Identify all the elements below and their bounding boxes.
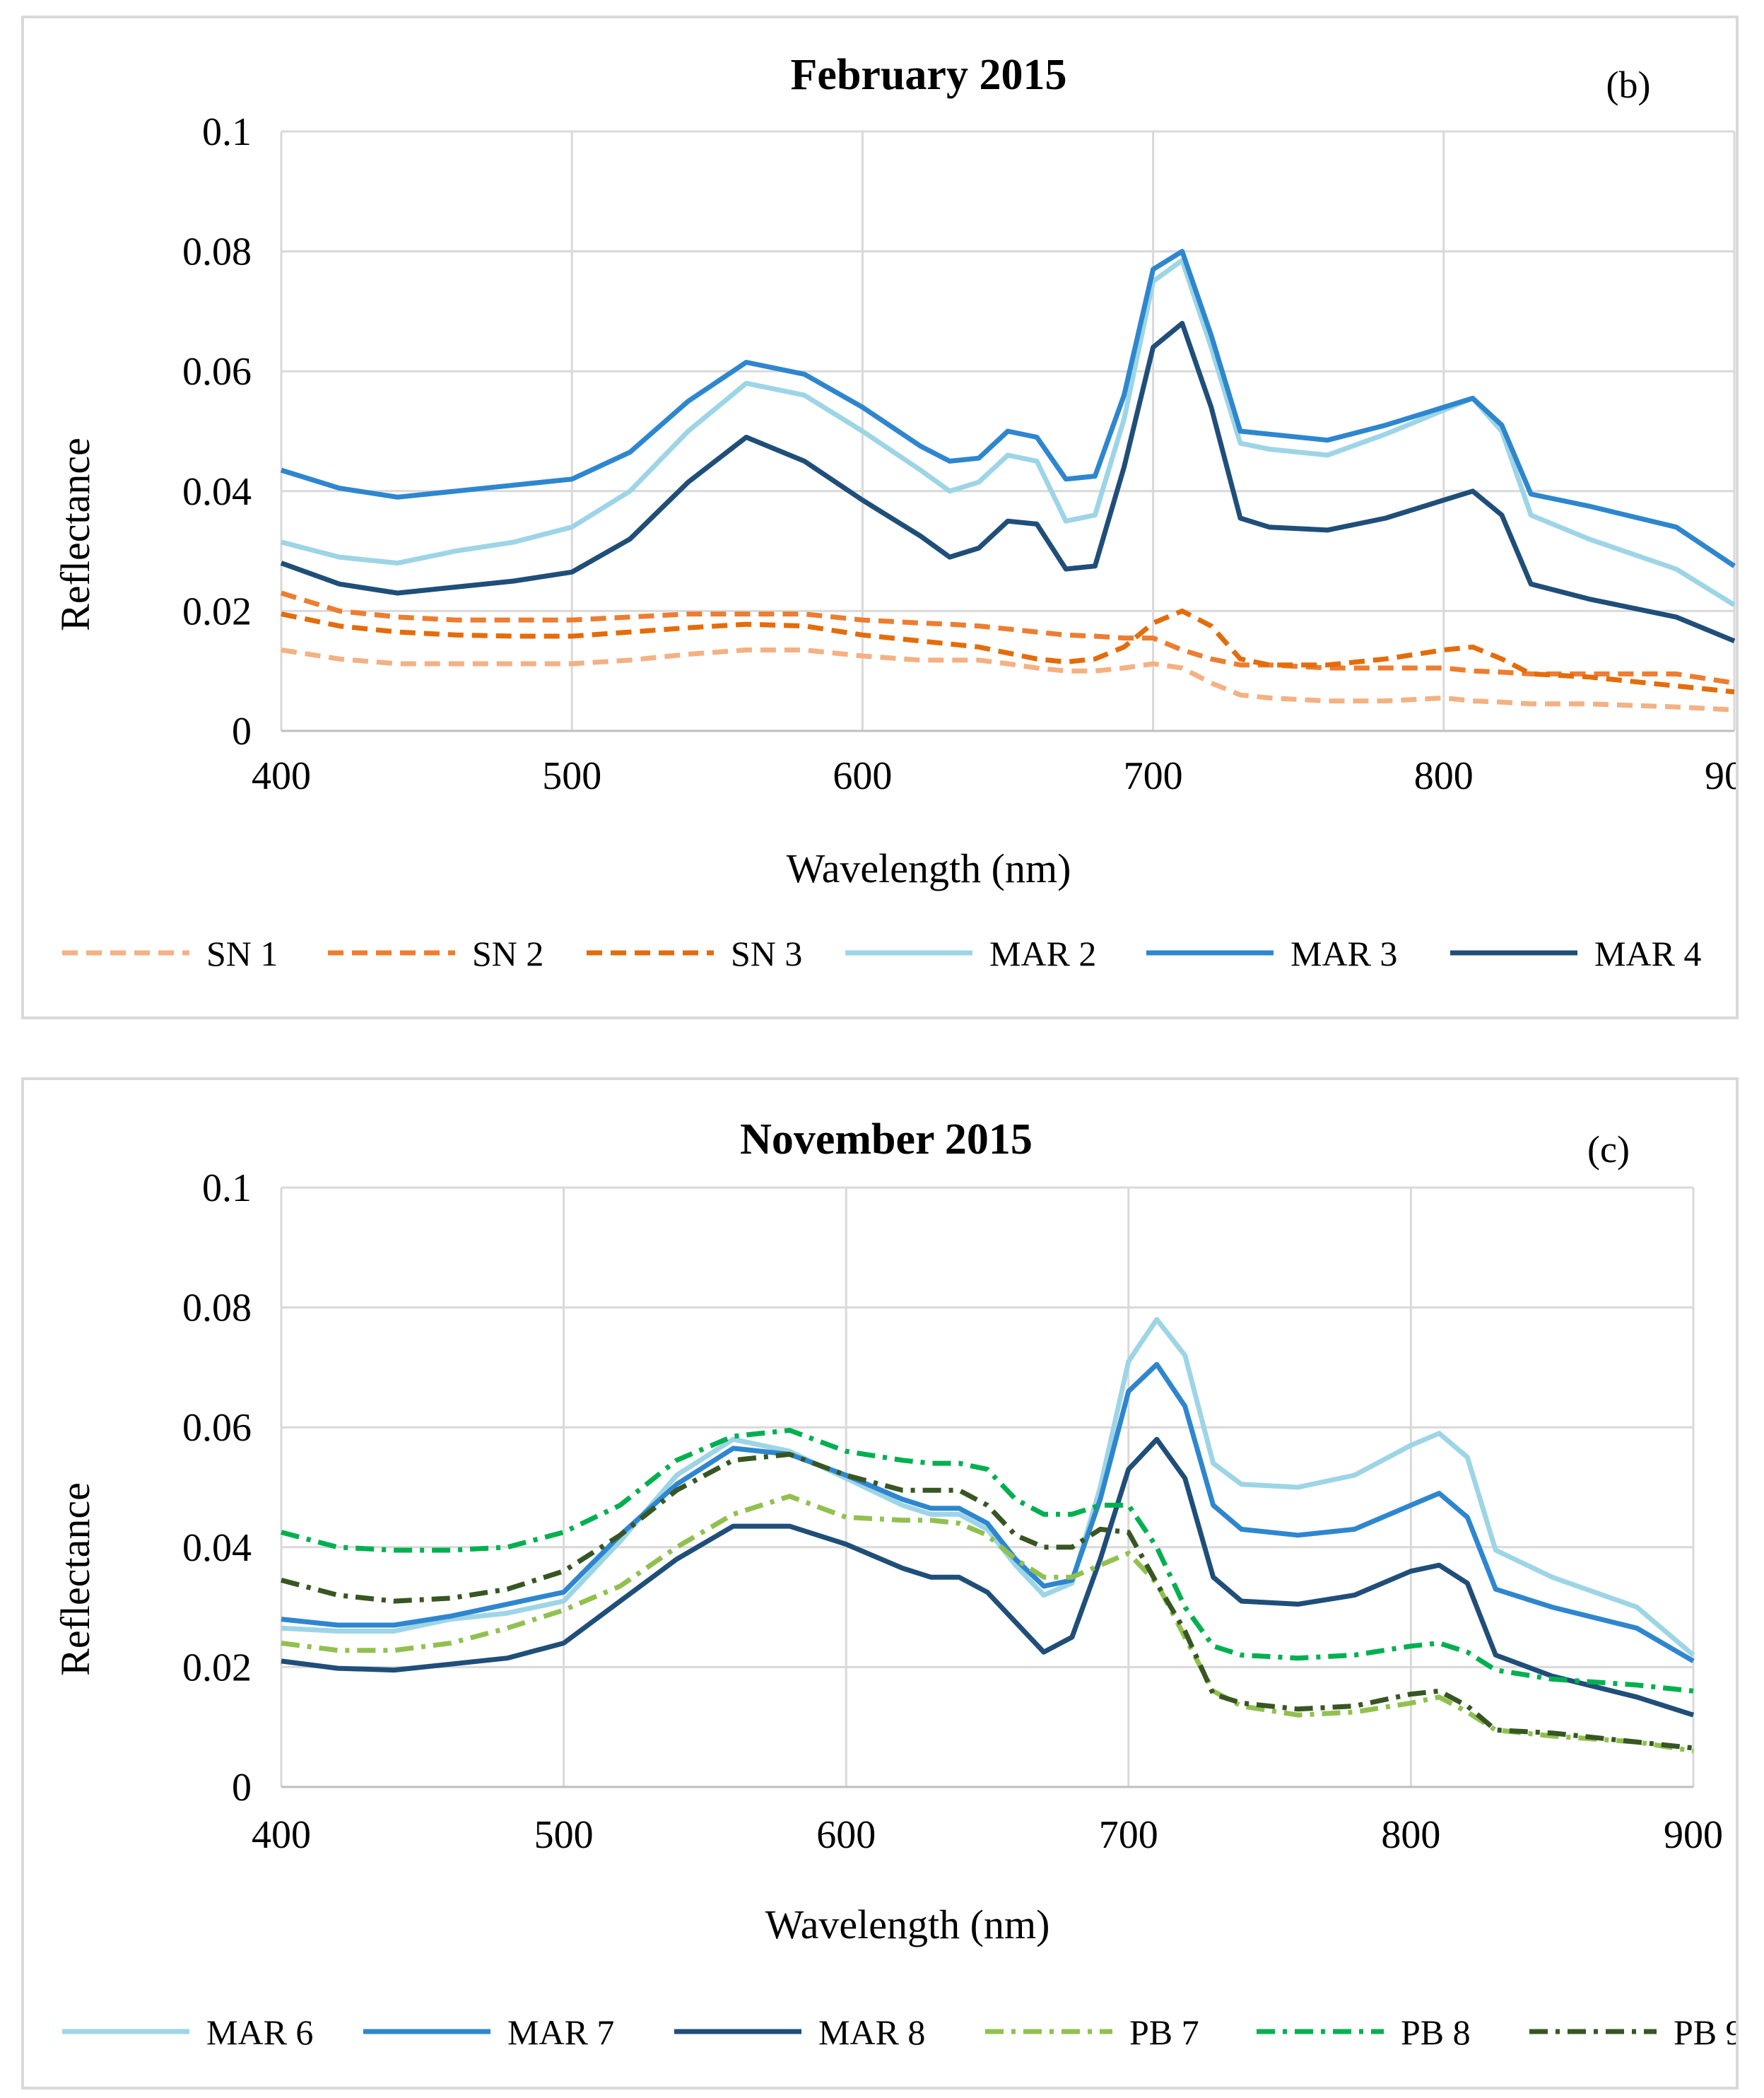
y-tick-label-0.02: 0.02 [182,590,252,633]
grid-layer [280,1186,1695,1787]
y-tick-label-0.08: 0.08 [182,230,252,274]
x-tick-label-400: 400 [252,754,311,798]
chart-november-svg: 400 500 600 700 800 900 0 0.02 0.04 0.06 0.08 0.1 N… [52,1115,1736,2052]
x-tick-label-700: 700 [1124,754,1183,798]
legend-label-pb-8: PB 8 [1401,2012,1471,2052]
series-line-mar-8 [281,1436,1695,1718]
y-axis-label: Reflectance [52,438,98,631]
y-tick-label-0.1: 0.1 [202,110,252,154]
panel-label: (b) [1606,64,1651,106]
axes-layer: 400 500 600 700 800 900 0 0.02 0.04 0.06 0.08 0.1 [182,1166,1723,1857]
x-tick-label-800: 800 [1381,1813,1440,1857]
y-tick-label-0.04: 0.04 [182,1526,252,1570]
legend-label-sn-3: SN 3 [731,934,802,973]
x-tick-label-900: 900 [1705,754,1736,798]
series-line-sn-2 [280,590,1735,686]
y-tick-label-0.06: 0.06 [182,350,252,394]
series-line-mar-7 [281,1361,1695,1663]
legend-label-mar-2: MAR 2 [989,934,1096,973]
series-layer [281,1317,1695,1754]
series-line-mar-6 [281,1317,1695,1658]
legend: MAR 6 MAR 7 MAR 8 PB 7 PB 8 PB 9 [62,2012,1736,2052]
chart-february-svg: 400 500 600 700 800 900 0 0.02 0.04 0.06 0.08 0.1 F… [52,51,1736,973]
legend-label-mar-6: MAR 6 [206,2012,313,2052]
y-axis-label: Reflectance [52,1482,98,1676]
x-tick-label-800: 800 [1414,754,1474,798]
x-tick-label-500: 500 [542,754,601,798]
legend-label-mar-7: MAR 7 [507,2012,614,2052]
series-layer [280,249,1736,713]
grid-layer [280,130,1736,731]
legend-label-sn-2: SN 2 [472,934,543,973]
legend-label-mar-4: MAR 4 [1594,934,1701,973]
chart-panel-november: 400 500 600 700 800 900 0 0.02 0.04 0.06 0.08 0.1 N… [21,1077,1739,2090]
series-line-sn-3 [281,608,1735,695]
legend-label-sn-1: SN 1 [206,934,278,973]
legend-label-pb-9: PB 9 [1674,2012,1736,2052]
legend-label-mar-3: MAR 3 [1290,934,1397,973]
y-tick-label-0: 0 [232,710,252,754]
y-tick-label-0.1: 0.1 [202,1166,252,1210]
chart-title: February 2015 [791,51,1067,99]
y-tick-label-0.08: 0.08 [182,1287,252,1330]
series-line-pb-7 [281,1494,1694,1754]
axes-layer: 400 500 600 700 800 900 0 0.02 0.04 0.06 0.08 0.1 [182,110,1736,798]
series-line-sn-1 [281,647,1735,713]
y-tick-label-0: 0 [232,1766,252,1810]
y-tick-label-0.04: 0.04 [182,470,252,514]
x-tick-label-600: 600 [816,1813,876,1857]
series-line-pb-8 [281,1427,1694,1694]
x-axis-label: Wavelength (nm) [787,845,1071,891]
x-tick-label-700: 700 [1099,1813,1158,1857]
chart-panel-february: 400 500 600 700 800 900 0 0.02 0.04 0.06 0.08 0.1 F… [21,16,1739,1019]
y-tick-label-0.02: 0.02 [182,1646,252,1689]
series-line-mar-4 [280,320,1736,644]
series-line-pb-9 [281,1451,1694,1751]
x-tick-label-900: 900 [1664,1813,1723,1857]
series-line-mar-3 [280,249,1736,568]
legend-label-pb-7: PB 7 [1129,2012,1199,2052]
panel-label: (c) [1587,1128,1630,1171]
legend: SN 1 SN 2 SN 3 MAR 2 MAR 3 MAR 4 [62,934,1701,973]
x-tick-label-400: 400 [252,1813,311,1857]
x-tick-label-500: 500 [534,1813,594,1857]
x-tick-label-600: 600 [833,754,892,798]
legend-label-mar-8: MAR 8 [818,2012,925,2052]
y-tick-label-0.06: 0.06 [182,1406,252,1450]
x-axis-label: Wavelength (nm) [765,1901,1050,1947]
chart-title: November 2015 [740,1115,1033,1164]
